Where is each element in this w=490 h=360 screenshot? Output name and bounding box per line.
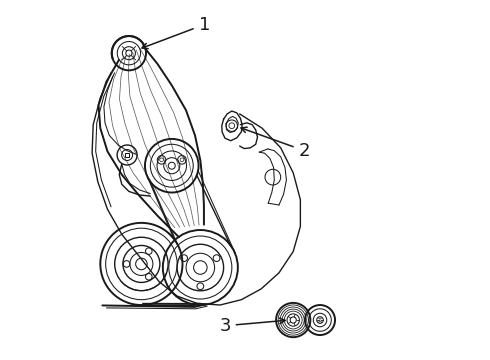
Text: 3: 3 bbox=[219, 317, 285, 335]
Text: 2: 2 bbox=[241, 127, 310, 160]
Text: 1: 1 bbox=[142, 15, 210, 49]
Bar bbox=[125, 153, 129, 157]
